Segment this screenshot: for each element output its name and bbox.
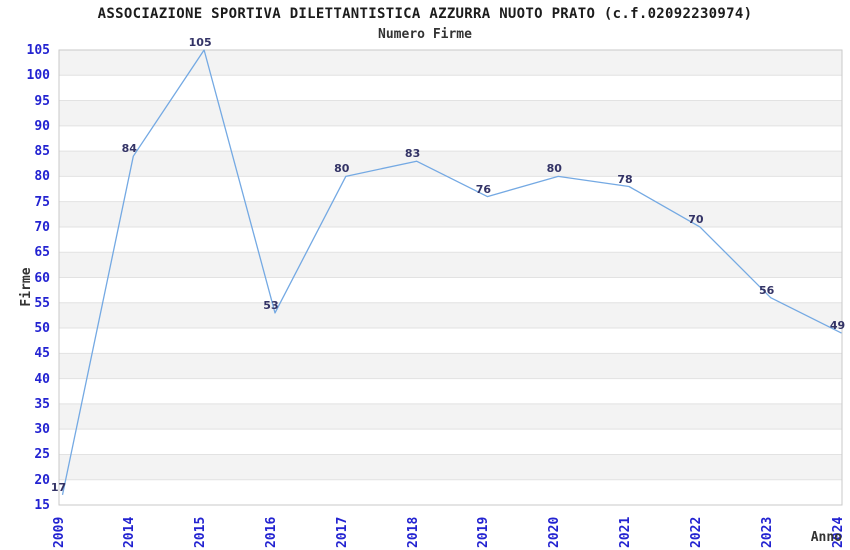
y-tick-label: 30: [34, 422, 50, 438]
x-tick-label: 2009: [51, 516, 67, 548]
x-tick-label: 2016: [263, 516, 279, 548]
data-label: 56: [759, 283, 775, 297]
y-tick-label: 105: [26, 43, 50, 58]
data-label: 78: [617, 172, 633, 186]
y-tick-label: 80: [34, 169, 50, 185]
y-tick-label: 50: [34, 321, 50, 337]
y-tick-label: 40: [34, 371, 50, 387]
data-label: 80: [334, 162, 350, 176]
data-label: 84: [121, 142, 137, 156]
data-label: 70: [688, 212, 704, 226]
x-axis-title: Anno: [810, 530, 842, 545]
grid-band: [59, 353, 842, 379]
grid-band: [59, 454, 842, 480]
y-tick-label: 35: [34, 396, 50, 412]
grid-band: [59, 151, 842, 177]
x-tick-label: 2019: [476, 516, 492, 548]
data-label: 83: [404, 147, 421, 161]
x-tick-label: 2020: [547, 516, 563, 548]
grid-band: [59, 201, 842, 227]
data-line: [61, 49, 842, 496]
y-tick-label: 55: [34, 295, 50, 311]
chart-title: ASSOCIAZIONE SPORTIVA DILETTANTISTICA AZ…: [97, 6, 753, 22]
x-tick-label: 2018: [405, 516, 421, 548]
y-tick-label: 70: [34, 219, 50, 235]
data-label: 76: [475, 182, 492, 196]
x-tick-label: 2015: [193, 516, 209, 548]
y-tick-label: 85: [34, 144, 50, 160]
x-tick-label: 2021: [618, 516, 634, 548]
grid-band: [59, 50, 842, 76]
x-tick-label: 2014: [122, 516, 138, 548]
data-label: 105: [188, 36, 212, 49]
x-tick-label: 2023: [759, 516, 775, 548]
data-label: 49: [829, 319, 846, 333]
y-tick-label: 95: [34, 93, 50, 109]
x-tick-label: 2017: [334, 516, 350, 548]
data-label: 53: [263, 298, 279, 312]
y-tick-label: 100: [26, 68, 50, 84]
grid-band: [59, 100, 842, 126]
y-tick-label: 90: [34, 118, 50, 134]
y-tick-label: 65: [34, 245, 50, 261]
y-tick-label: 60: [34, 270, 50, 286]
plot-border: [58, 49, 843, 506]
grid-band: [59, 302, 842, 329]
y-tick-label: 25: [34, 447, 50, 463]
data-label: 80: [546, 162, 562, 176]
y-tick-label: 75: [34, 194, 50, 210]
chart-subtitle: Numero Firme: [378, 27, 472, 42]
y-tick-label: 15: [34, 498, 50, 513]
y-tick-label: 20: [34, 472, 50, 488]
data-label: 17: [50, 480, 67, 494]
y-tick-label: 45: [34, 346, 50, 362]
grid-band: [59, 252, 842, 278]
x-tick-label: 2022: [688, 516, 704, 548]
grid-band: [59, 403, 842, 430]
